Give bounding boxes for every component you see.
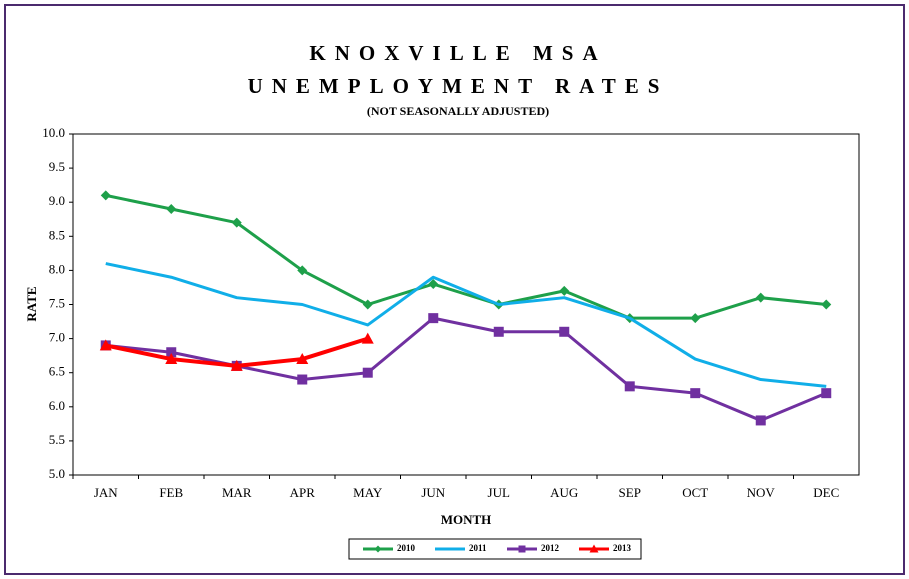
data-point	[166, 204, 177, 215]
y-tick-label: 6.5	[49, 364, 65, 379]
x-tick-label: JUN	[421, 485, 445, 500]
x-tick-label: MAR	[222, 485, 252, 500]
series-line	[105, 262, 827, 388]
y-tick-label: 7.5	[49, 295, 65, 310]
y-tick-label: 9.5	[49, 159, 65, 174]
x-tick-label: NOV	[747, 485, 776, 500]
data-point	[690, 313, 701, 324]
y-tick-label: 8.5	[49, 227, 65, 242]
y-tick-label: 9.0	[49, 193, 65, 208]
chart-title: KNOXVILLE MSA	[309, 41, 606, 65]
x-tick-label: APR	[290, 485, 316, 500]
data-point	[624, 381, 635, 392]
data-point	[296, 353, 309, 365]
data-point	[755, 292, 766, 303]
x-tick-label: JUL	[488, 485, 510, 500]
chart-subtitle: (NOT SEASONALLY ADJUSTED)	[367, 104, 549, 118]
data-point	[297, 265, 308, 276]
data-point	[231, 217, 242, 228]
legend-label: 2013	[613, 543, 632, 553]
data-point	[690, 388, 701, 399]
data-point	[362, 299, 373, 310]
data-point	[165, 353, 178, 365]
series-line	[105, 193, 827, 320]
legend	[348, 538, 642, 560]
x-tick-label: JAN	[94, 485, 118, 500]
data-point	[559, 326, 570, 337]
legend-marker	[518, 545, 526, 553]
y-tick-label: 10.0	[42, 125, 65, 140]
chart-title: UNEMPLOYMENT RATES	[248, 74, 669, 98]
data-point	[100, 190, 111, 201]
data-point	[297, 374, 308, 385]
legend-label: 2010	[397, 543, 416, 553]
data-point	[755, 415, 766, 426]
data-point	[821, 299, 832, 310]
y-tick-label: 5.5	[49, 432, 65, 447]
data-point	[559, 285, 570, 296]
legend-label: 2012	[541, 543, 560, 553]
data-point	[362, 367, 373, 378]
data-point	[99, 339, 112, 351]
x-tick-label: SEP	[619, 485, 641, 500]
data-point	[821, 388, 832, 399]
y-tick-label: 8.0	[49, 261, 65, 276]
y-axis-title: RATE	[24, 286, 39, 321]
x-tick-label: OCT	[682, 485, 708, 500]
x-tick-label: FEB	[159, 485, 183, 500]
data-point	[361, 332, 374, 344]
legend-marker	[589, 544, 599, 553]
y-tick-label: 6.0	[49, 398, 65, 413]
y-tick-label: 5.0	[49, 466, 65, 481]
legend-marker	[374, 545, 382, 553]
data-point	[230, 359, 243, 371]
data-point	[428, 313, 439, 324]
x-tick-label: DEC	[813, 485, 839, 500]
legend-label: 2011	[469, 543, 487, 553]
x-tick-label: MAY	[353, 485, 383, 500]
y-tick-label: 7.0	[49, 330, 65, 345]
data-point	[428, 279, 439, 290]
data-point	[166, 347, 177, 358]
x-axis-title: MONTH	[441, 512, 492, 527]
data-point	[493, 326, 504, 337]
x-tick-label: AUG	[550, 485, 578, 500]
